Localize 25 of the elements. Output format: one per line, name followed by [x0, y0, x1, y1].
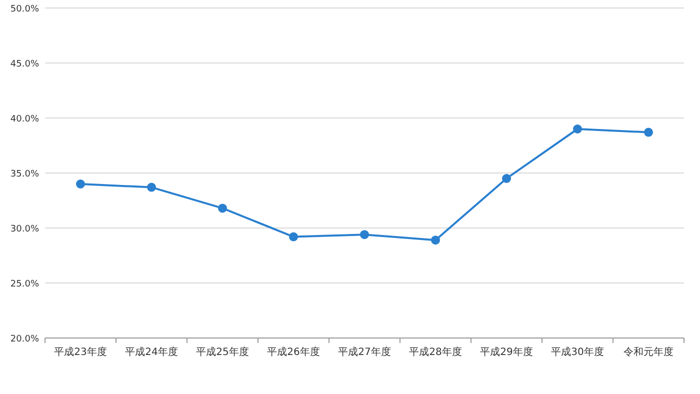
y-tick-label: 50.0%: [10, 4, 40, 14]
point: [502, 174, 511, 183]
y-tick-label: 30.0%: [10, 224, 40, 234]
x-tick-label: 平成30年度: [551, 346, 604, 358]
point: [573, 124, 582, 134]
x-tick-label: 平成28年度: [409, 346, 462, 358]
point: [76, 180, 85, 188]
x-tick-label: 平成24年度: [125, 346, 178, 358]
y-tick-label: 35.0%: [10, 170, 40, 180]
x-tick-label: 令和元年度: [624, 346, 674, 358]
x-tick-label: 平成23年度: [54, 346, 107, 358]
point: [360, 230, 369, 240]
point: [644, 128, 653, 137]
point: [147, 182, 156, 192]
x-tick-label: 平成26年度: [267, 346, 320, 358]
y-tick-label: 45.0%: [10, 60, 40, 70]
y-tick-label: 20.0%: [10, 334, 40, 344]
y-tick-label: 25.0%: [10, 280, 40, 290]
point: [431, 236, 440, 245]
x-tick-label: 平成25年度: [196, 346, 249, 358]
x-tick-label: 平成29年度: [480, 346, 533, 358]
x-tick-label: 平成27年度: [338, 346, 391, 358]
y-tick-label: 40.0%: [10, 114, 40, 124]
point: [289, 232, 298, 242]
point: [218, 204, 227, 213]
